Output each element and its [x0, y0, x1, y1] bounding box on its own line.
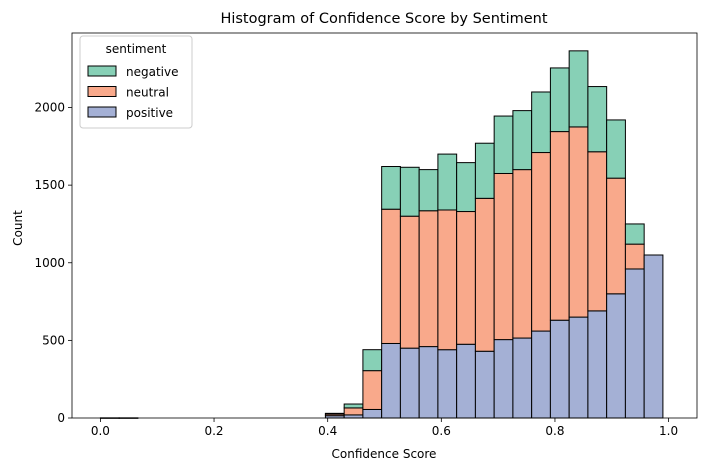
x-tick-label: 0.2	[204, 424, 223, 438]
x-tick-label: 0.8	[545, 424, 564, 438]
bar-negative-25	[568, 50, 589, 128]
bar-negative-22	[512, 110, 533, 171]
y-tick-label: 1000	[34, 256, 65, 270]
bar-neutral-15	[381, 208, 401, 344]
bar-neutral-17	[418, 210, 439, 348]
bar-negative-21	[493, 115, 514, 174]
bar-positive-25	[568, 316, 589, 419]
bar-positive-28	[624, 268, 645, 419]
legend-swatch-neutral	[87, 86, 117, 97]
x-axis-label: Confidence Score	[332, 447, 437, 461]
bar-negative-15	[381, 166, 401, 210]
bar-neutral-23	[531, 152, 551, 332]
y-tick-label: 500	[42, 333, 65, 347]
bar-positive-15	[381, 342, 401, 419]
bar-negative-24	[549, 67, 570, 133]
bar-neutral-18	[437, 209, 458, 351]
bar-negative-27	[606, 119, 626, 179]
bar-negative-12	[324, 412, 345, 415]
legend-title: sentiment	[106, 42, 167, 56]
bar-neutral-20	[474, 197, 495, 352]
x-tick-label: 0.0	[91, 424, 110, 438]
bar-positive-14	[362, 408, 383, 419]
x-axis-ticks: 0.0 0.2 0.4 0.6 0.8 1.0	[91, 418, 678, 438]
bar-positive-26	[587, 310, 608, 419]
y-tick-label: 2000	[34, 101, 65, 115]
bar-negative-23	[531, 91, 551, 154]
bar-positive-16	[399, 347, 420, 419]
bar-neutral-13	[343, 407, 364, 416]
bars-group	[99, 50, 664, 419]
bar-positive-17	[418, 346, 439, 419]
bar-neutral-16	[399, 215, 420, 349]
bar-negative-18	[437, 153, 458, 211]
bar-negative-28	[624, 223, 645, 245]
legend-swatch-positive	[87, 106, 117, 118]
x-tick-label: 0.6	[432, 424, 451, 438]
chart-title: Histogram of Confidence Score by Sentime…	[220, 11, 547, 27]
bar-negative-13	[343, 403, 364, 409]
x-tick-label: 1.0	[659, 424, 678, 438]
bar-neutral-22	[512, 169, 533, 339]
bar-neutral-19	[456, 211, 476, 345]
bar-positive-27	[606, 293, 626, 419]
bar-positive-19	[456, 343, 476, 419]
bar-positive-29	[643, 254, 664, 419]
y-axis-ticks: 0 500 1000 1500 2000	[34, 101, 72, 425]
legend-swatch-negative	[87, 65, 117, 77]
bar-negative-17	[418, 169, 439, 212]
y-axis-label: Count	[11, 210, 25, 246]
bar-positive-22	[512, 337, 533, 419]
bar-negative-16	[399, 166, 420, 217]
bar-neutral-24	[549, 131, 570, 321]
bar-neutral-14	[362, 370, 383, 410]
bar-neutral-21	[493, 172, 514, 341]
bar-positive-20	[474, 350, 495, 419]
legend-items: negative neutral positive	[87, 65, 178, 120]
bar-negative-19	[456, 162, 476, 213]
bar-positive-23	[531, 330, 551, 419]
bar-negative-26	[587, 86, 608, 153]
bar-neutral-26	[587, 151, 608, 312]
bar-neutral-28	[624, 243, 645, 270]
bar-positive-21	[493, 339, 514, 419]
bar-positive-24	[549, 319, 570, 419]
bar-neutral-25	[568, 126, 589, 318]
legend-label-positive: positive	[126, 106, 173, 120]
bar-neutral-27	[606, 177, 626, 295]
legend-box	[79, 35, 193, 129]
bar-negative-20	[474, 142, 495, 199]
y-tick-label: 1500	[34, 178, 65, 192]
legend-label-negative: negative	[126, 65, 178, 79]
y-tick-label: 0	[57, 411, 65, 425]
plot-frame	[71, 32, 698, 419]
legend: sentiment negative neutral positive	[79, 35, 193, 129]
bar-positive-18	[437, 349, 458, 419]
legend-label-neutral: neutral	[126, 86, 169, 100]
x-tick-label: 0.4	[318, 424, 337, 438]
bar-negative-14	[362, 349, 383, 372]
